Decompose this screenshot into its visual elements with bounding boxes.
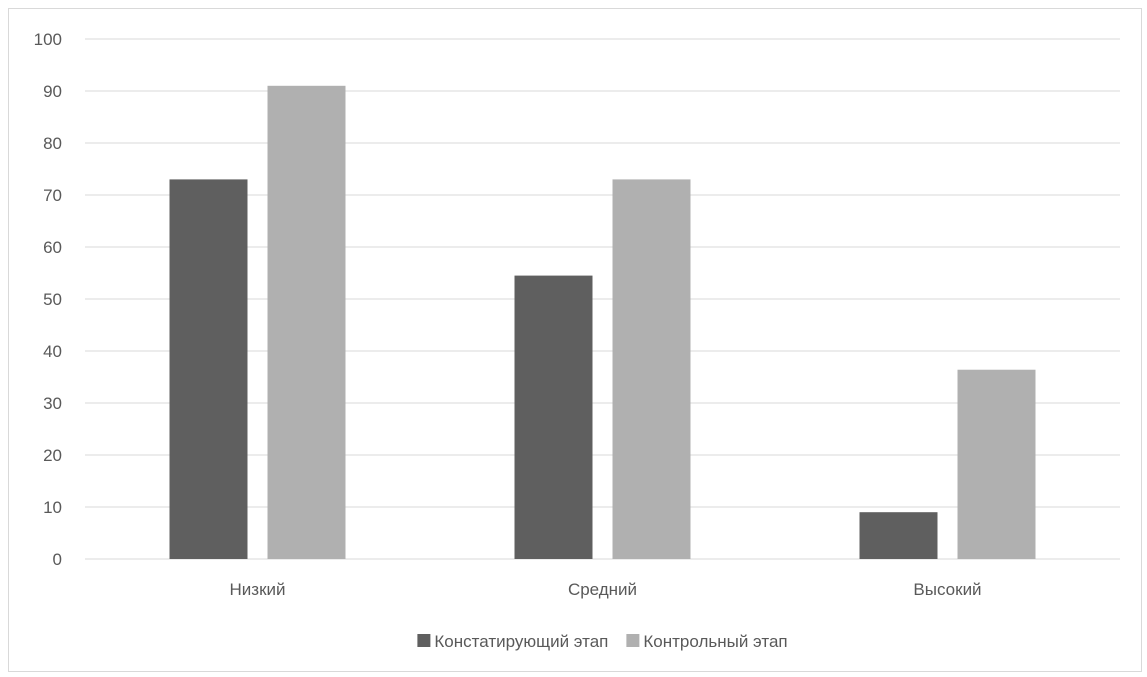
gridlines xyxy=(85,38,1120,560)
y-tick-label: 90 xyxy=(43,82,62,101)
legend-label: Контрольный этап xyxy=(643,632,787,651)
y-tick-label: 40 xyxy=(43,342,62,361)
y-tick-label: 30 xyxy=(43,394,62,413)
bar-kontrolnyy-0 xyxy=(267,85,346,560)
legend-swatch xyxy=(417,634,431,647)
legend-item: Констатирующий этап xyxy=(417,632,608,651)
legend-item: Контрольный этап xyxy=(626,632,788,651)
y-tick-label: 70 xyxy=(43,186,62,205)
x-tick-label: Средний xyxy=(568,580,637,599)
y-tick-label: 100 xyxy=(34,30,62,49)
y-axis-ticks: 0 10 20 30 40 50 60 70 80 90 100 xyxy=(34,30,62,569)
bars xyxy=(169,85,1036,560)
bar-konstatiruyushchiy-2 xyxy=(859,512,938,559)
x-tick-label: Высокий xyxy=(913,580,981,599)
y-tick-label: 0 xyxy=(53,550,62,569)
bar-konstatiruyushchiy-1 xyxy=(514,275,593,559)
bar-konstatiruyushchiy-0 xyxy=(169,179,248,559)
legend-swatch xyxy=(626,634,640,647)
y-tick-label: 50 xyxy=(43,290,62,309)
y-tick-label: 80 xyxy=(43,134,62,153)
legend: Констатирующий этап Контрольный этап xyxy=(417,632,788,651)
bar-kontrolnyy-2 xyxy=(957,369,1036,559)
y-tick-label: 60 xyxy=(43,238,62,257)
y-tick-label: 20 xyxy=(43,446,62,465)
x-axis-ticks: Низкий Средний Высокий xyxy=(230,580,982,599)
bar-kontrolnyy-1 xyxy=(612,179,691,559)
legend-label: Констатирующий этап xyxy=(434,632,608,651)
y-tick-label: 10 xyxy=(43,498,62,517)
x-tick-label: Низкий xyxy=(230,580,286,599)
